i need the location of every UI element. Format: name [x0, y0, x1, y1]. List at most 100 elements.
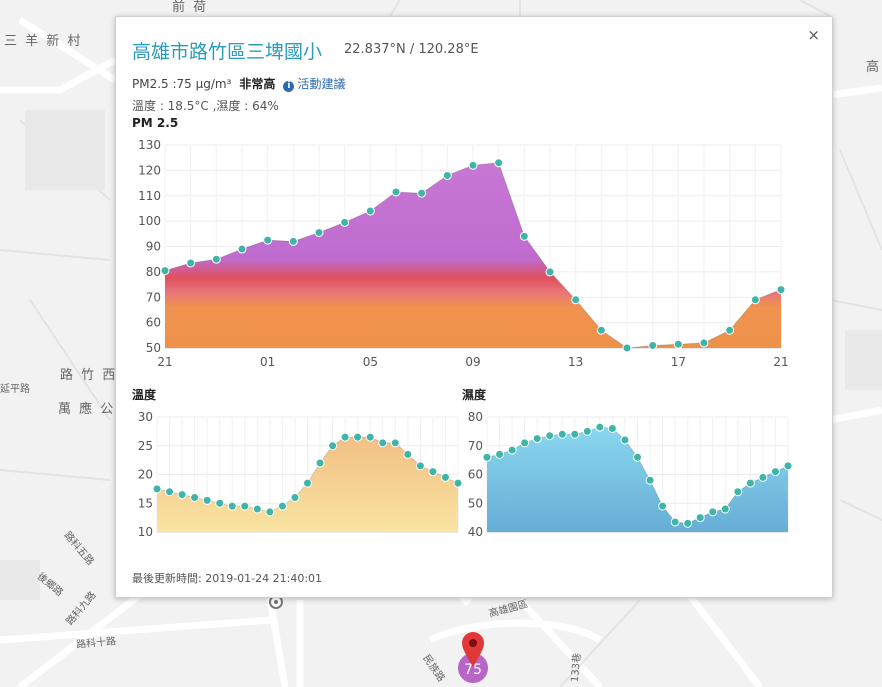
pm-xtick: 21	[773, 355, 788, 369]
hum-point	[645, 475, 655, 485]
pm-area	[165, 162, 781, 348]
temp-point	[390, 438, 400, 448]
map-label: 路 竹 西	[60, 368, 118, 383]
map-label: 133巷	[569, 652, 584, 683]
hum-point	[633, 452, 642, 462]
pm-point	[596, 325, 606, 335]
pm-point	[673, 339, 683, 349]
pm-point	[263, 235, 273, 245]
pm-xtick: 01	[260, 355, 275, 369]
pm-ytick: 80	[146, 265, 161, 279]
location-marker-icon[interactable]: 75	[456, 627, 496, 687]
hum-point	[595, 422, 605, 432]
pm-point	[160, 266, 170, 276]
station-title: 高雄市路竹區三埤國小	[132, 41, 323, 63]
humidity-chart-title: 濕度	[462, 388, 487, 402]
temp-point	[428, 467, 438, 477]
temp-point	[215, 498, 225, 508]
last-updated: 最後更新時間: 2019-01-24 21:40:01	[132, 572, 323, 585]
pm-xtick: 09	[465, 355, 480, 369]
hum-ytick: 70	[468, 439, 483, 453]
temp-point	[378, 438, 388, 448]
pm-point	[776, 285, 786, 295]
hum-area	[487, 427, 788, 532]
temp-point	[165, 487, 175, 497]
temp-point	[290, 493, 300, 502]
hum-point	[733, 487, 743, 497]
hum-point	[582, 426, 592, 436]
station-coords: 22.837°N / 120.28°E	[344, 42, 479, 57]
temp-point	[353, 432, 363, 442]
temp-point	[202, 495, 212, 505]
hum-ytick: 60	[468, 468, 483, 482]
temp-point	[252, 504, 262, 514]
pm-value: PM2.5 :75 μg/m³	[132, 77, 232, 91]
pm-ytick: 90	[146, 240, 161, 254]
map-label: 延平路	[0, 384, 30, 395]
hum-point	[758, 472, 768, 482]
hum-point	[507, 445, 517, 455]
weather-summary: 溫度 : 18.5°C ,濕度 : 64%	[132, 99, 279, 113]
temp-point	[152, 484, 162, 494]
pm-ytick: 100	[138, 214, 161, 228]
pm-point	[519, 231, 529, 241]
pm-point	[417, 188, 427, 198]
hum-point	[620, 435, 630, 445]
hum-point	[557, 429, 567, 439]
temp-point	[415, 461, 425, 471]
temp-point	[403, 449, 413, 459]
hum-point	[720, 504, 730, 514]
temp-chart-title: 溫度	[132, 388, 157, 402]
temp-point	[177, 490, 187, 500]
pm-point	[699, 338, 709, 348]
temp-point	[328, 441, 338, 451]
temp-point	[365, 432, 375, 442]
hum-point	[658, 501, 668, 511]
hum-point	[670, 517, 680, 527]
pm-point	[725, 325, 735, 335]
pm-point	[340, 217, 350, 227]
map-label: 前 荷	[172, 0, 209, 15]
hum-ytick: 80	[468, 410, 483, 424]
pm-ytick: 60	[146, 316, 161, 330]
pm-point	[314, 228, 324, 238]
map-label: 三 羊 新 村	[4, 34, 83, 49]
station-popup: × 高雄市路竹區三埤國小 22.837°N / 120.28°E PM2.5 :…	[115, 16, 833, 598]
temp-point	[340, 432, 350, 442]
temp-point	[277, 501, 287, 511]
pm-point	[545, 267, 555, 277]
info-icon: i	[283, 81, 295, 92]
hum-point	[745, 478, 755, 488]
pm-level: 非常高	[239, 77, 276, 91]
hum-point	[495, 449, 505, 459]
pm-xtick: 21	[157, 355, 172, 369]
pm-xtick: 13	[568, 355, 583, 369]
pm25-chart: 50 60 70 80 90 100 110 120 130 21 01 05 09 13 17 21	[138, 138, 789, 369]
pm-point	[622, 343, 632, 353]
humidity-chart: 40 50 60 70 80	[468, 410, 793, 539]
hum-point	[570, 429, 580, 439]
temp-point	[190, 493, 200, 502]
pm-point	[237, 244, 247, 254]
activity-advice-link[interactable]: i 活動建議	[283, 77, 345, 92]
hum-point	[482, 452, 492, 462]
close-icon[interactable]: ×	[807, 26, 820, 44]
hum-point	[532, 434, 542, 444]
pm-ytick: 130	[138, 138, 161, 152]
pm-xtick: 05	[363, 355, 378, 369]
temp-point	[303, 478, 312, 488]
temp-ytick: 25	[138, 439, 153, 453]
pm-point	[494, 158, 504, 168]
pm-point	[288, 236, 298, 246]
pm-ytick: 120	[138, 163, 161, 177]
temp-point	[440, 472, 450, 482]
hum-point	[607, 424, 617, 433]
popup-tail	[456, 595, 476, 607]
hum-point	[695, 513, 705, 523]
pm-point	[648, 340, 658, 350]
pm-xtick: 17	[671, 355, 686, 369]
pm-point	[186, 258, 196, 268]
temperature-chart: 10 15 20 25 30	[138, 410, 463, 539]
hum-point	[708, 507, 718, 517]
pm-summary: PM2.5 :75 μg/m³ 非常高 i 活動建議	[132, 75, 345, 92]
